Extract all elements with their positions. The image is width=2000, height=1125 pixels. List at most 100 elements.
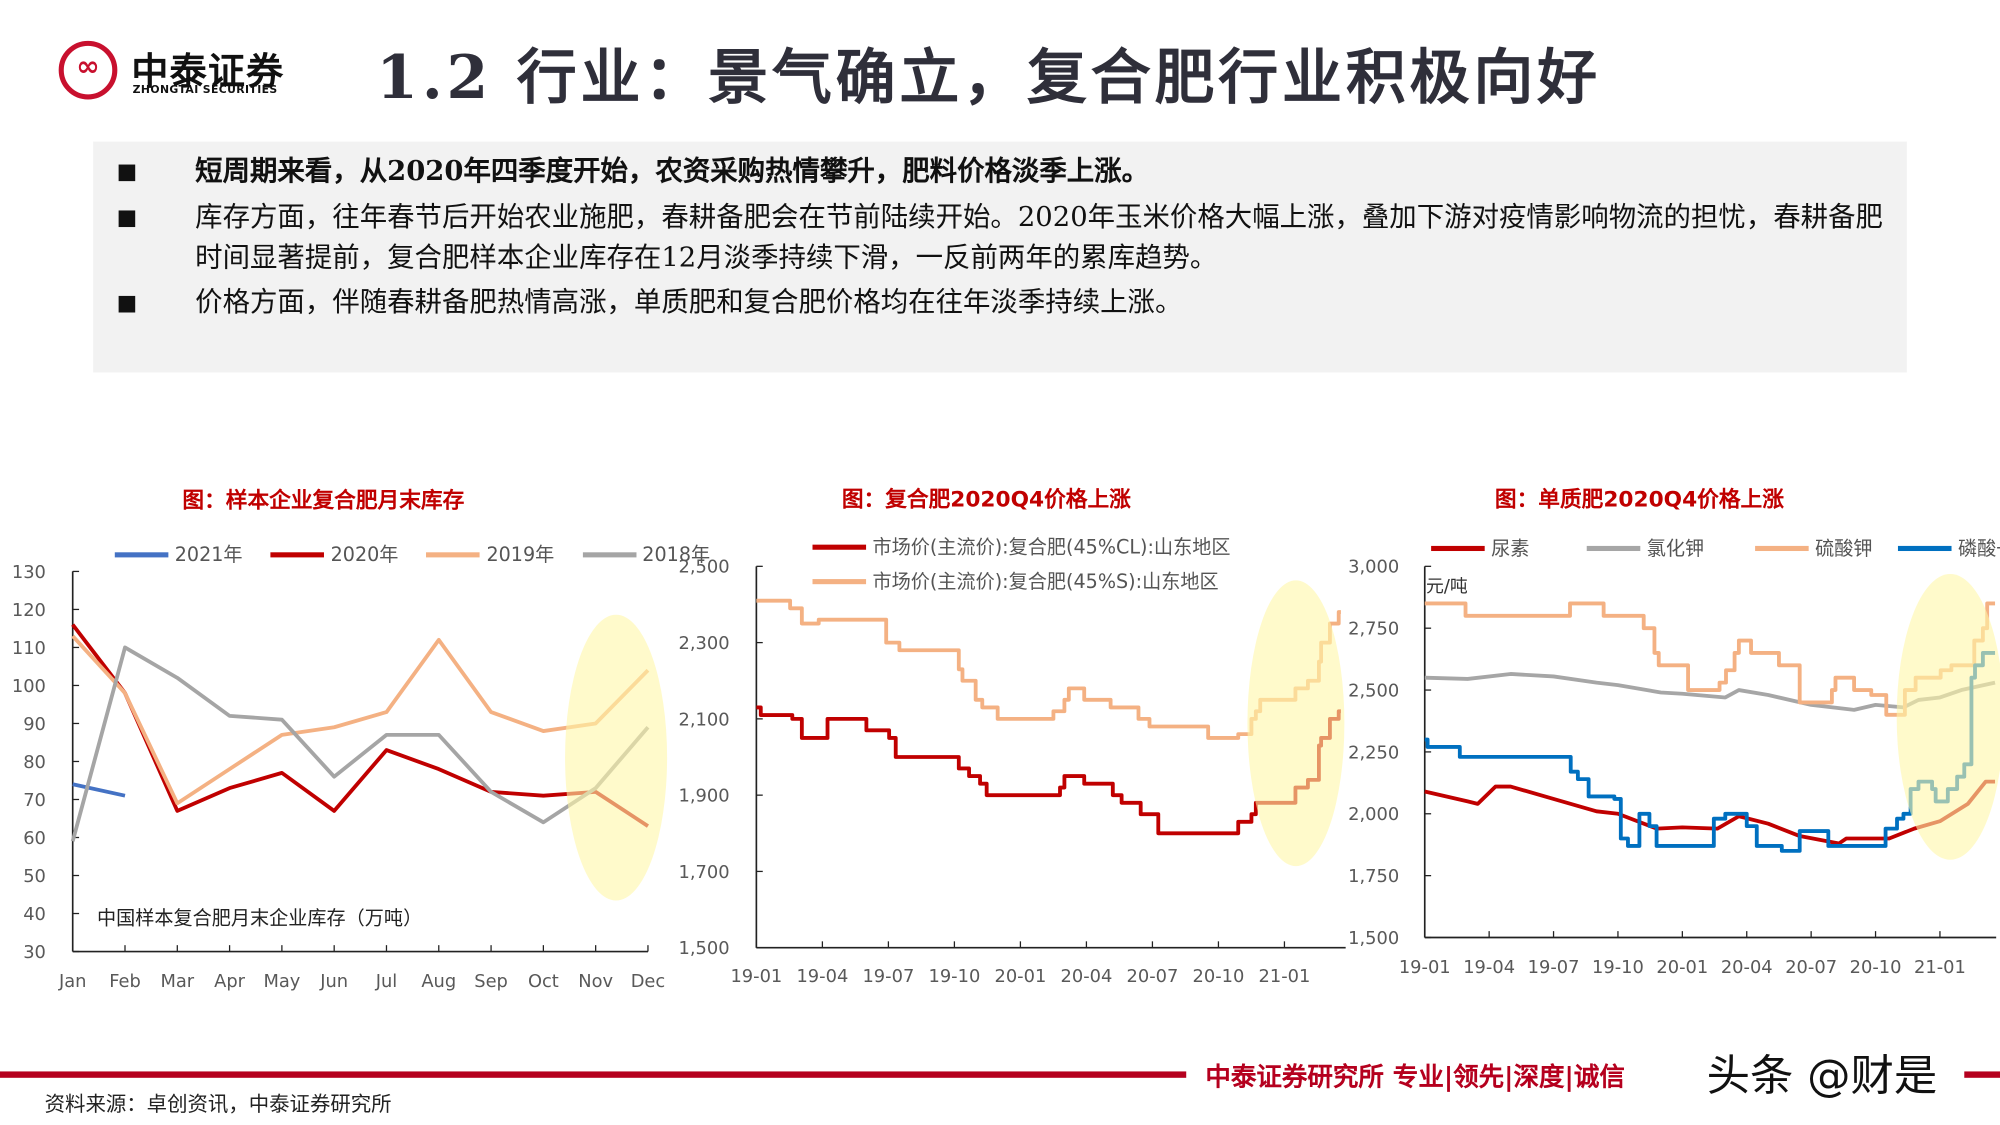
legend-swatch [114, 551, 169, 557]
legend-label: 磷酸一铵 [1957, 536, 2000, 560]
legend-label: 市场价(主流价):复合肥(45%S):山东地区 [872, 570, 1219, 594]
bullet-square-icon [118, 164, 136, 182]
legend-item: 市场价(主流价):复合肥(45%CL):山东地区 [812, 529, 1230, 563]
source-note: 资料来源：卓创资讯，中泰证券研究所 [44, 1091, 392, 1117]
x-tick-label: 19-07 [862, 966, 914, 987]
y-tick-label: 2,100 [678, 709, 729, 730]
legend-swatch [812, 544, 867, 550]
x-tick-label: 20-07 [1126, 966, 1178, 987]
bullet-square-icon [118, 210, 136, 228]
legend-swatch [426, 551, 481, 557]
chart1-annotation: 中国样本复合肥月末企业库存（万吨） [96, 906, 423, 930]
chart2-title: 图：复合肥2020Q4价格上涨 [841, 487, 1131, 513]
x-tick-label: Oct [528, 971, 559, 992]
y-tick-label: 1,750 [1348, 866, 1399, 887]
x-tick-label: 19-04 [1463, 957, 1515, 978]
x-tick-label: Feb [109, 971, 141, 992]
chart3-unit: 元/吨 [1426, 576, 1468, 597]
chart-compound-price: 1,500 1,700 1,900 2,100 2,300 2,500 19-01 19-04… [678, 557, 1346, 987]
highlight-ellipse [565, 614, 668, 901]
footer-slogan: 中泰证券研究所 专业|领先|深度|诚信 [1205, 1061, 1625, 1092]
y-tick-label: 50 [23, 866, 46, 887]
y-tick-label: 2,300 [678, 633, 729, 654]
x-tick-label: 20-04 [1721, 957, 1773, 978]
chart2-legend: 市场价(主流价):复合肥(45%CL):山东地区 市场价(主流价):复合肥(45… [812, 529, 1258, 598]
series-line-2021年 [72, 782, 126, 798]
y-tick-label: 1,900 [678, 786, 729, 807]
legend-swatch [1755, 545, 1809, 551]
x-tick-label: Dec [631, 971, 666, 992]
logo-mark-icon: ∞ [76, 51, 100, 83]
y-tick-label: 2,500 [1348, 680, 1399, 701]
legend-label: 市场价(主流价):复合肥(45%CL):山东地区 [872, 535, 1231, 559]
legend-swatch [1586, 545, 1641, 551]
highlight-ellipse [1896, 574, 2000, 860]
legend-item: 硫酸钾 [1755, 534, 1873, 561]
x-tick-label: Mar [160, 971, 194, 992]
y-tick-label: 2,250 [1348, 742, 1399, 763]
legend-item: 磷酸一铵 [1898, 534, 2000, 561]
bullet-square-icon [118, 295, 136, 313]
chart-inventory: 30 40 50 60 70 80 90 100 110 120 130 Jan Feb Mar Apr Ma… [12, 562, 668, 992]
legend-item: 市场价(主流价):复合肥(45%S):山东地区 [812, 564, 1219, 598]
legend-item: 氯化钾 [1586, 534, 1705, 561]
series-line-2019年 [71, 634, 650, 806]
y-tick-label: 1,500 [678, 938, 729, 959]
x-tick-label: 21-01 [1914, 957, 1966, 978]
chart1-title: 图：样本企业复合肥月末库存 [182, 488, 465, 515]
legend-swatch [1898, 545, 1952, 551]
x-tick-label: 19-07 [1528, 957, 1580, 978]
y-tick-label: 40 [23, 904, 46, 925]
page-title: 1.2 行业：景气确立，复合肥行业积极向好 [376, 43, 1601, 114]
legend-label: 2020年 [330, 543, 399, 567]
legend-item: 2018年 [582, 541, 710, 568]
legend-swatch [812, 578, 867, 584]
x-tick-label: 20-07 [1785, 957, 1837, 978]
y-tick-label: 130 [12, 562, 46, 583]
x-tick-label: 21-01 [1259, 966, 1311, 987]
legend-label: 硫酸钾 [1815, 536, 1873, 560]
chart-straight-fertilizer-price: 1,500 1,750 2,000 2,250 2,500 2,750 3,000 19-01… [1348, 557, 2000, 978]
x-tick-label: 20-10 [1850, 957, 1902, 978]
series-line-2020年 [71, 623, 650, 828]
legend-item: 2019年 [426, 541, 554, 568]
y-tick-label: 1,500 [1348, 928, 1399, 949]
legend-item: 2021年 [114, 541, 243, 568]
legend-swatch [582, 551, 636, 557]
bullet-text: 短周期来看，从2020年四季度开始，农资采购热情攀升，肥料价格淡季上涨。 [195, 155, 1150, 188]
y-tick-label: 30 [23, 942, 46, 963]
x-tick-label: 19-10 [1592, 957, 1644, 978]
watermark: 头条 @财是 [1706, 1051, 1938, 1103]
x-tick-label: 20-01 [1656, 957, 1708, 978]
y-tick-label: 110 [12, 638, 46, 659]
logo-name: 中泰证券 [131, 49, 285, 94]
x-tick-label: Aug [421, 971, 456, 992]
legend-swatch [1431, 545, 1485, 551]
x-tick-label: May [263, 971, 300, 992]
x-tick-label: Jul [375, 971, 398, 992]
logo-icon [58, 40, 118, 100]
legend-label: 2019年 [486, 543, 555, 567]
footer-divider-right [1964, 1071, 2000, 1078]
legend-swatch [270, 551, 325, 557]
x-tick-label: Jun [319, 971, 348, 992]
logo-name-en: ZHONGTAI SECURITIES [132, 84, 278, 97]
y-tick-label: 3,000 [1348, 557, 1399, 578]
legend-label: 尿素 [1491, 536, 1530, 560]
x-tick-label: 20-04 [1060, 966, 1112, 987]
x-tick-label: Apr [214, 971, 246, 992]
y-tick-label: 70 [23, 790, 46, 811]
legend-label: 氯化钾 [1646, 536, 1705, 560]
x-tick-label: 20-10 [1193, 966, 1245, 987]
y-tick-label: 100 [12, 676, 46, 697]
x-tick-label: Jan [58, 971, 87, 992]
series-line-2018年 [70, 645, 650, 842]
chart1-legend: 2021年 2020年 2019年 2018年 [114, 541, 738, 568]
x-tick-label: 20-01 [994, 966, 1046, 987]
y-tick-label: 2,500 [678, 557, 729, 578]
y-tick-label: 60 [23, 828, 46, 849]
bullet-text: 库存方面，往年春节后开始农业施肥，春耕备肥会在节前陆续开始。2020年玉米价格大… [195, 201, 1883, 275]
y-tick-label: 2,000 [1348, 804, 1399, 825]
